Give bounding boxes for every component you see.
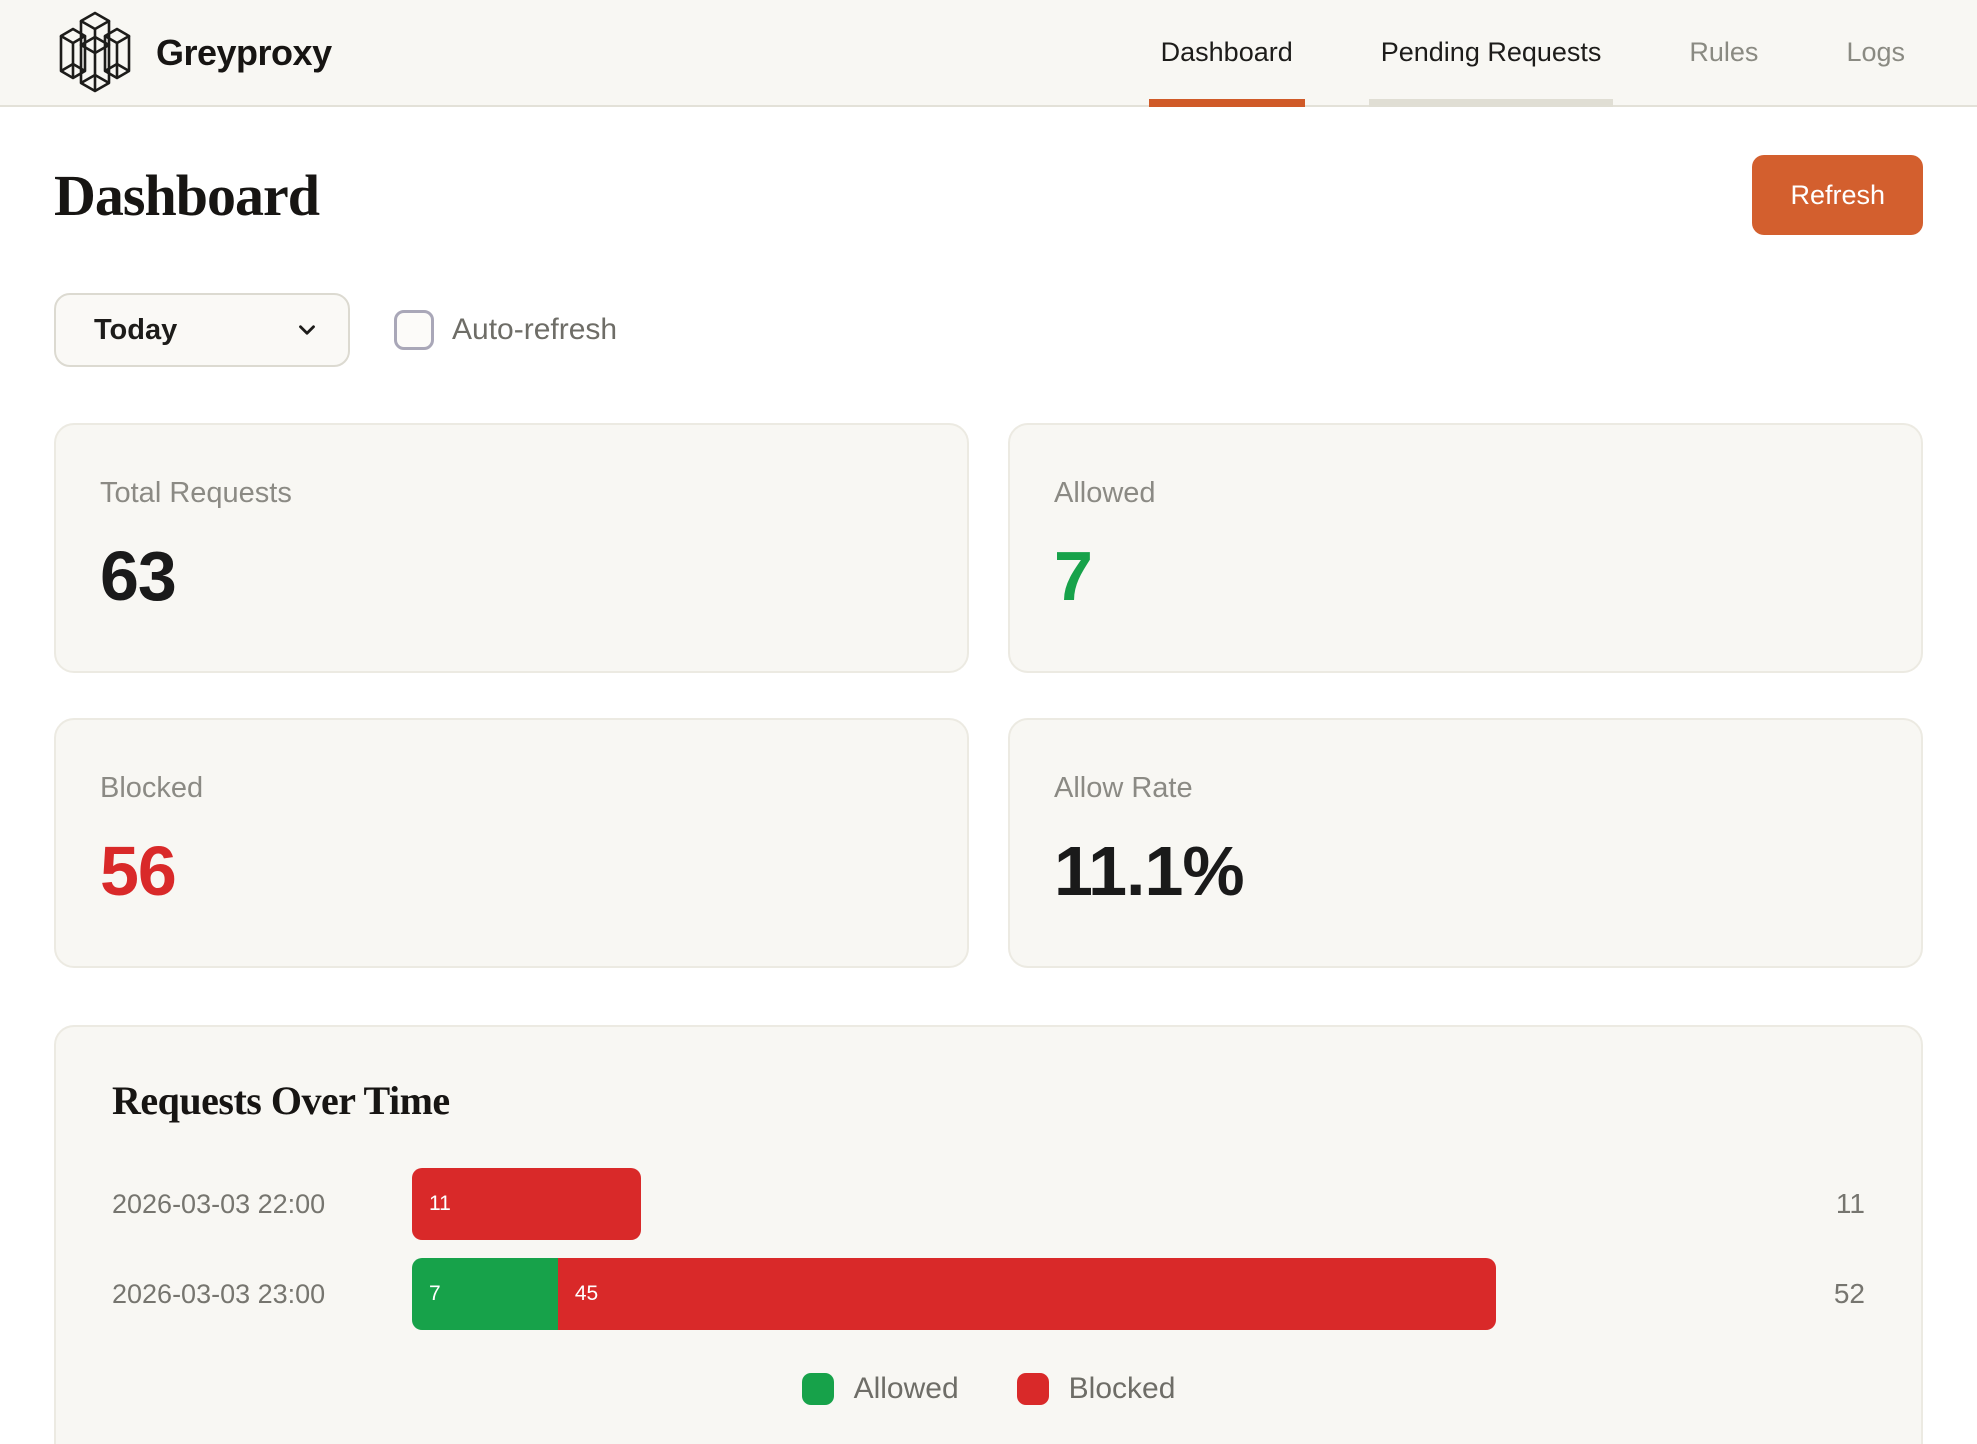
chart-legend: Allowed Blocked: [112, 1372, 1865, 1406]
bar-row-total: 52: [1833, 1278, 1865, 1309]
legend-label: Allowed: [853, 1372, 959, 1405]
bar-row: 2026-03-03 22:00 11 11: [112, 1168, 1865, 1240]
brand: Greyproxy: [56, 9, 332, 97]
filter-row: Today Auto-refresh: [54, 293, 1923, 367]
bar-segment-blocked: 11: [412, 1168, 642, 1240]
bar-row-label: 2026-03-03 22:00: [112, 1188, 326, 1219]
stat-label: Allow Rate: [1054, 772, 1193, 804]
top-nav: Dashboard Pending Requests Rules Logs: [1085, 0, 1917, 107]
app-header: Greyproxy Dashboard Pending Requests Rul…: [0, 0, 1977, 107]
chart-title: Requests Over Time: [112, 1078, 450, 1123]
legend-item-blocked: Blocked: [1016, 1372, 1176, 1406]
stat-card-blocked: Blocked 56: [54, 718, 969, 968]
legend-label: Blocked: [1068, 1372, 1176, 1405]
greyproxy-logo-icon: [56, 9, 134, 97]
stat-value: 63: [100, 537, 177, 615]
nav-item-logs[interactable]: Logs: [1846, 37, 1905, 67]
stat-value: 56: [100, 832, 177, 910]
chevron-down-icon: [294, 317, 320, 343]
stat-value: 7: [1054, 537, 1093, 615]
stats-grid: Total Requests 63 Allowed 7 Blocked 56 A…: [54, 423, 1923, 968]
title-row: Dashboard Refresh: [54, 155, 1923, 235]
auto-refresh-checkbox[interactable]: [394, 310, 434, 350]
bar-track: 11: [412, 1168, 1725, 1240]
stat-card-allowed: Allowed 7: [1008, 423, 1923, 673]
nav-item-pending-requests[interactable]: Pending Requests: [1368, 0, 1614, 107]
stat-value: 11.1%: [1054, 832, 1245, 910]
legend-swatch-icon: [1016, 1373, 1049, 1405]
bar-row-total: 11: [1835, 1188, 1865, 1219]
requests-over-time-card: Requests Over Time 2026-03-03 22:00 11 11 2…: [54, 1025, 1923, 1444]
stat-label: Total Requests: [100, 477, 292, 509]
chart-rows: 2026-03-03 22:00 11 11 2026-03-03 23:00 7 45 5…: [112, 1168, 1865, 1330]
bar-segment-allowed: 7: [412, 1258, 558, 1330]
stat-card-allow-rate: Allow Rate 11.1%: [1008, 718, 1923, 968]
page-title: Dashboard: [54, 162, 320, 228]
refresh-button[interactable]: Refresh: [1752, 155, 1923, 235]
bar-track: 7 45: [412, 1258, 1725, 1330]
nav-item-rules[interactable]: Rules: [1689, 37, 1759, 67]
time-range-selected-value: Today: [94, 313, 178, 346]
brand-name: Greyproxy: [156, 31, 332, 73]
auto-refresh-label: Auto-refresh: [452, 313, 618, 346]
auto-refresh-control: Auto-refresh: [394, 310, 617, 350]
time-range-select[interactable]: Today: [54, 293, 350, 367]
stat-label: Blocked: [100, 772, 204, 804]
bar-row: 2026-03-03 23:00 7 45 52: [112, 1258, 1865, 1330]
nav-item-dashboard[interactable]: Dashboard: [1148, 0, 1305, 107]
stat-card-total-requests: Total Requests 63: [54, 423, 969, 673]
legend-item-allowed: Allowed: [801, 1372, 959, 1406]
stat-label: Allowed: [1054, 477, 1156, 509]
main-content: Dashboard Refresh Today Auto-refresh Tot…: [0, 155, 1977, 1444]
bar-row-label: 2026-03-03 23:00: [112, 1278, 326, 1309]
legend-swatch-icon: [801, 1373, 834, 1405]
bar-segment-blocked: 45: [557, 1258, 1496, 1330]
